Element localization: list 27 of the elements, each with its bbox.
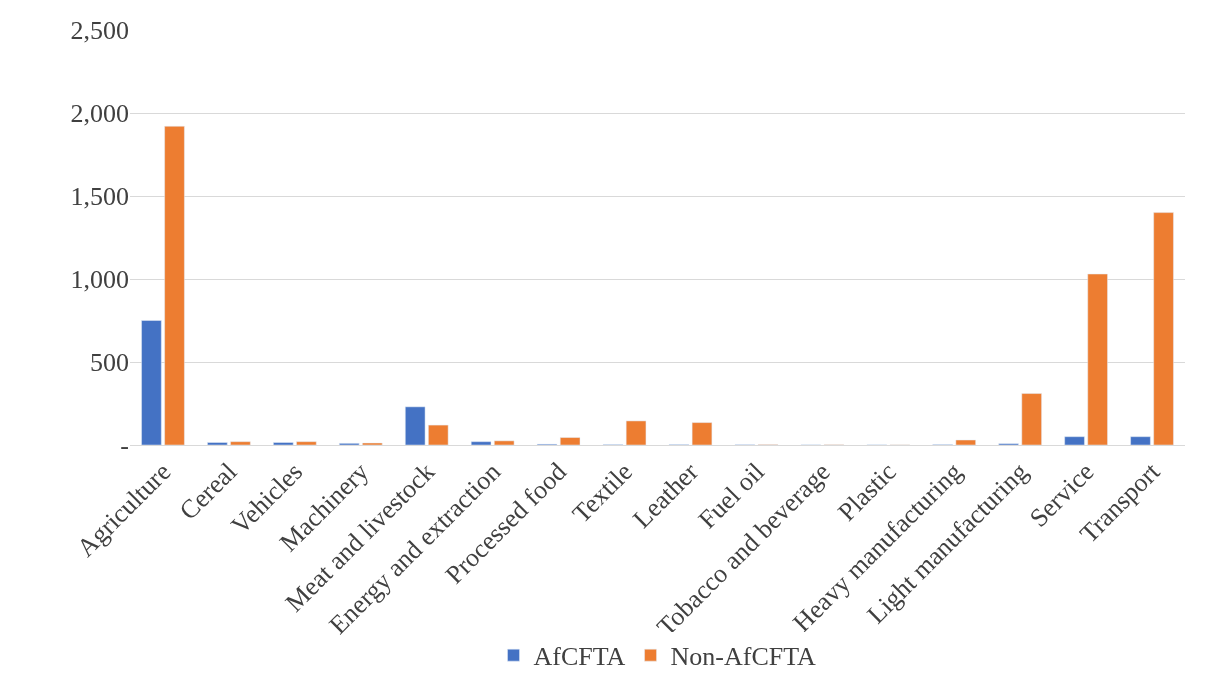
y-tick-label: 500 bbox=[90, 348, 129, 378]
bar bbox=[164, 126, 185, 445]
legend-label: AfCFTA bbox=[533, 642, 626, 672]
bar bbox=[1021, 393, 1042, 445]
bar bbox=[141, 320, 162, 445]
bar bbox=[559, 437, 581, 445]
bar bbox=[470, 441, 492, 445]
y-tick-label: 2,500 bbox=[70, 16, 129, 46]
bar bbox=[494, 440, 515, 445]
bar bbox=[1087, 273, 1108, 445]
bar bbox=[691, 422, 713, 445]
y-tick-label: - bbox=[120, 431, 129, 461]
bar bbox=[625, 420, 647, 445]
bar bbox=[1130, 436, 1151, 445]
bar bbox=[296, 441, 317, 445]
bar bbox=[1064, 436, 1085, 445]
bar bbox=[230, 441, 251, 445]
y-tick-label: 2,000 bbox=[70, 99, 129, 129]
bar bbox=[428, 424, 449, 445]
bar bbox=[207, 442, 228, 445]
legend-label: Non-AfCFTA bbox=[670, 642, 817, 672]
y-tick-label: 1,500 bbox=[70, 182, 129, 212]
bar bbox=[405, 406, 426, 445]
y-tick-label: 1,000 bbox=[70, 265, 129, 295]
bar bbox=[955, 439, 976, 445]
bar bbox=[1153, 212, 1174, 445]
bar bbox=[273, 442, 294, 445]
